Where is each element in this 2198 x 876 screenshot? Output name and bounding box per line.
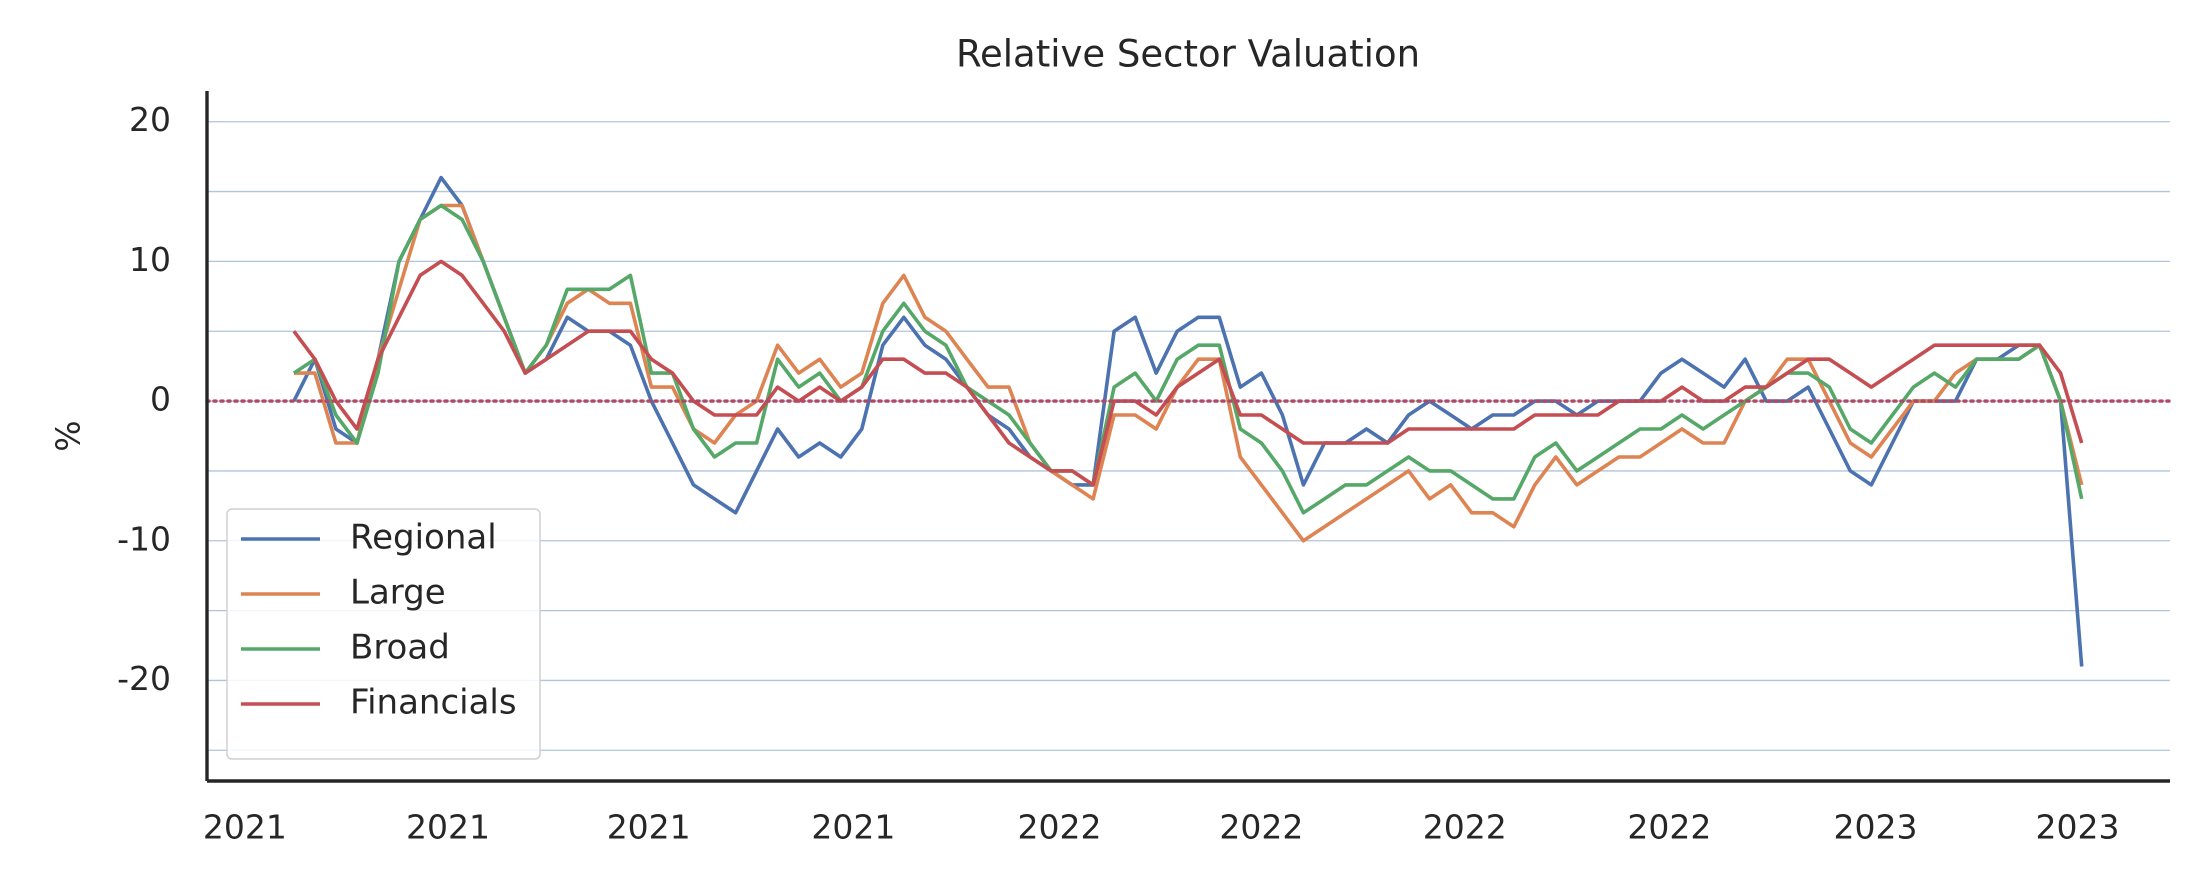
y-tick-label: 20	[129, 100, 171, 139]
legend-label: Regional	[350, 518, 497, 558]
x-tick-label: 2021	[406, 808, 490, 847]
y-tick-label: 0	[150, 380, 171, 419]
x-tick-label: 2022	[1017, 808, 1101, 847]
legend: Regional Large Broad Financials	[226, 508, 541, 760]
y-tick-label: -20	[117, 659, 171, 698]
x-tick-label: 2023	[2035, 808, 2119, 847]
y-tick-label: 10	[129, 240, 171, 279]
legend-label: Financials	[350, 683, 517, 723]
x-tick-label: 2021	[607, 808, 691, 847]
legend-label: Large	[350, 573, 446, 613]
x-tick-label: 2023	[1834, 808, 1918, 847]
series-line	[293, 203, 2084, 543]
x-tick-label: 2022	[1627, 808, 1711, 847]
x-tick-label: 2022	[1423, 808, 1507, 847]
x-tick-label: 2021	[203, 808, 287, 847]
series-line	[292, 175, 2084, 667]
legend-label: Broad	[350, 628, 450, 668]
x-tick-label: 2021	[811, 808, 895, 847]
x-tick-label: 2022	[1219, 808, 1303, 847]
axes: -20 -10 0 10 20 2021 2021 2021 2021 2022 2022 2022 2…	[117, 91, 2170, 847]
series-line	[292, 259, 2084, 487]
y-tick-label: -10	[117, 519, 171, 558]
y-axis-label: %	[49, 420, 88, 451]
lines	[205, 175, 2172, 667]
chart-title: Relative Sector Valuation	[956, 33, 1420, 76]
legend-box	[226, 508, 541, 760]
